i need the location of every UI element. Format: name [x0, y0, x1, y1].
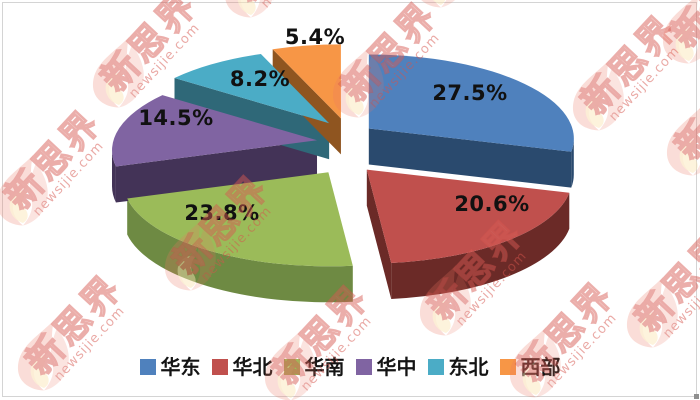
legend-item-西部: 西部	[499, 355, 561, 379]
legend-swatch	[355, 359, 372, 375]
pie-wall-华北	[391, 192, 570, 299]
legend-label: 西部	[520, 355, 561, 379]
pie-slice-西部	[272, 44, 341, 119]
legend-label: 华中	[376, 355, 417, 379]
pie-wall-华中	[112, 150, 116, 203]
legend-label: 华南	[304, 355, 345, 379]
chart-legend: 华东 华北 华南 华中 东北 西部	[0, 354, 700, 380]
legend-item-华南: 华南	[283, 355, 345, 379]
pie-wall-华东	[571, 138, 574, 188]
pie-slice-华中	[112, 95, 318, 167]
legend-item-华北: 华北	[211, 355, 273, 379]
pie-wall-华东	[368, 128, 572, 188]
legend-label: 华东	[160, 355, 201, 379]
pie-slice-华北	[366, 169, 570, 263]
resize-gripper	[694, 394, 699, 399]
legend-item-东北: 东北	[427, 355, 489, 379]
legend-swatch	[139, 359, 156, 375]
legend-swatch	[427, 359, 444, 375]
legend-item-华东: 华东	[139, 355, 201, 379]
pie-slice-华南	[127, 172, 353, 267]
legend-item-华中: 华中	[355, 355, 417, 379]
pie-wall-华南	[127, 198, 353, 303]
legend-swatch	[499, 359, 516, 375]
legend-swatch	[211, 359, 228, 375]
pie-wall-华北	[366, 169, 392, 300]
legend-swatch	[283, 359, 300, 375]
legend-label: 东北	[448, 355, 489, 379]
pie-slice-华东	[368, 54, 574, 152]
pie-wall-华中	[115, 140, 318, 203]
pie-slice-东北	[174, 54, 330, 124]
legend-label: 华北	[232, 355, 273, 379]
